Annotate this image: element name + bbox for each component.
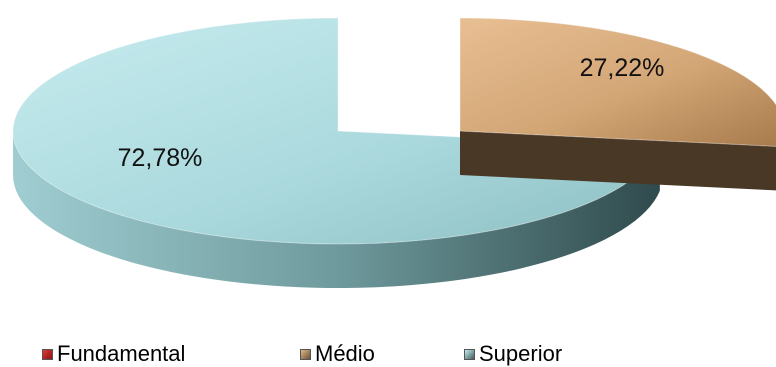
legend-swatch-medio	[300, 348, 311, 360]
slice-medio	[459, 17, 776, 147]
legend: Fundamental Médio Superior	[42, 341, 624, 367]
slice-side-superior	[13, 131, 660, 289]
slice-label-medio: 27,22%	[580, 54, 665, 82]
legend-label-superior: Superior	[479, 341, 563, 366]
legend-swatch-superior	[464, 348, 475, 360]
legend-label-medio: Médio	[315, 341, 375, 366]
legend-swatch-fundamental	[42, 348, 53, 360]
legend-item-superior: Superior	[464, 341, 624, 367]
legend-item-medio: Médio	[300, 341, 464, 367]
slice-label-superior: 72,78%	[118, 144, 203, 172]
legend-label-fundamental: Fundamental	[57, 341, 186, 366]
slice-superior	[12, 17, 661, 245]
legend-item-fundamental: Fundamental	[42, 341, 300, 367]
slice-wall-medio	[460, 131, 776, 191]
